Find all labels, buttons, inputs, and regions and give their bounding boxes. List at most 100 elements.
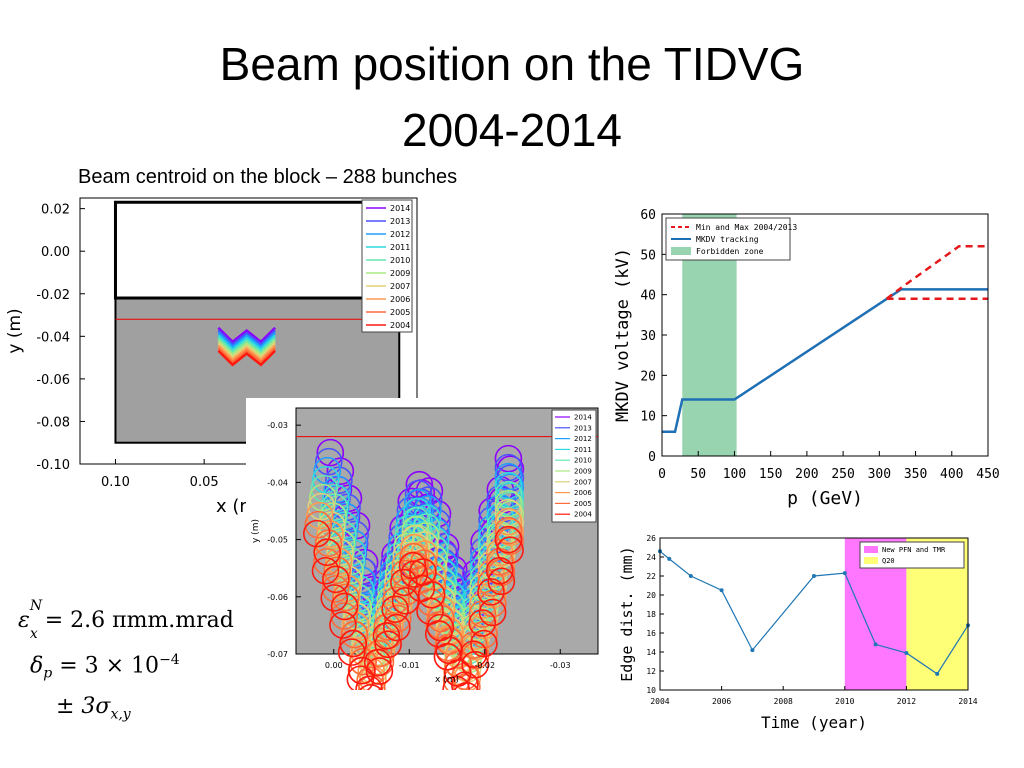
x-tick-label: 250 — [831, 467, 854, 482]
x-tick-label: 2006 — [712, 697, 731, 706]
beam-circle-2004 — [478, 598, 507, 627]
x-tick-label: 2004 — [650, 697, 669, 706]
y-tick-label: -0.02 — [36, 288, 70, 303]
beam-circle-2004 — [346, 665, 375, 690]
beam-circle-2004 — [359, 684, 383, 690]
y-tick-label: 10 — [646, 686, 656, 695]
y-tick-label: -0.03 — [267, 421, 288, 430]
slide-title-line1: Beam position on the TIDVG — [219, 38, 805, 90]
beam-circle-2009 — [319, 502, 347, 530]
beam-circle-2011 — [312, 465, 340, 494]
beam-circle-2006 — [494, 507, 523, 536]
x-tick-label: -0.03 — [550, 661, 571, 670]
legend-swatch — [864, 557, 878, 564]
y-tick-label: 50 — [640, 248, 656, 263]
y-axis-label: y (m) — [251, 519, 261, 543]
legend-label: 2014 — [574, 414, 592, 422]
trace-2009 — [217, 339, 276, 357]
delta-sub: p — [43, 665, 53, 682]
y-tick-label: 60 — [640, 208, 656, 223]
delta-equation: δp = 3 × 10−4 — [30, 652, 180, 682]
trace-2007 — [217, 342, 276, 359]
trace-2005 — [217, 347, 276, 364]
y-tick-label: -0.06 — [36, 373, 70, 388]
emittance-sup: N — [29, 598, 43, 614]
emittance-symbol: ε — [18, 608, 30, 633]
trace-2010 — [217, 337, 276, 354]
legend-label: 2009 — [390, 269, 410, 278]
beam-circle-2013 — [315, 447, 343, 476]
x-axis-label: Time (year) — [761, 713, 867, 732]
beam-circle-2004 — [459, 640, 488, 668]
legend-label: Min and Max 2004/2013 — [696, 223, 797, 232]
y-axis-label: y (m) — [5, 308, 25, 353]
beam-circle-2004 — [470, 629, 498, 658]
beam-circle-2004 — [468, 609, 497, 637]
beam-circle-2005 — [364, 639, 393, 668]
sigma-prefix: ± 3σ — [56, 694, 111, 719]
legend-label: 2006 — [390, 295, 410, 304]
legend-label: Q20 — [882, 557, 895, 565]
x-tick-label: 450 — [976, 467, 999, 482]
beam-circle-2012 — [313, 456, 342, 485]
legend-label: 2005 — [390, 308, 410, 317]
beam-circle-2006 — [306, 501, 334, 530]
slide-title-line2: 2004-2014 — [402, 104, 622, 156]
min-max-dashed-line — [885, 245, 988, 300]
mkdv-tracking-line — [662, 288, 988, 434]
beam-circle-2012 — [323, 475, 352, 503]
y-tick-label: -0.04 — [36, 330, 70, 345]
y-tick-label: 0.02 — [41, 203, 70, 218]
beam-circle-2005 — [323, 556, 352, 585]
beam-circle-2005 — [496, 527, 524, 555]
beam-circle-2010 — [310, 474, 339, 503]
beam-circle-2004 — [348, 656, 376, 685]
beam-circle-2004 — [337, 638, 366, 666]
beam-circle-2005 — [349, 647, 377, 676]
beam-circle-2004 — [417, 580, 446, 609]
beam-circle-2004 — [496, 536, 524, 564]
beam-trails — [303, 438, 525, 690]
beam-circle-2004 — [461, 650, 490, 679]
y-tick-label: 10 — [640, 410, 656, 425]
block-chart: 0.02 0.00 -0.02 -0.04 -0.06 -0.08 -0.10 0.10 0.0… — [5, 197, 418, 517]
legend-label: 2007 — [390, 282, 410, 291]
x-tick-label: 0.05 — [190, 475, 219, 490]
beam-circle-2004 — [390, 568, 418, 597]
legend-label: 2004 — [574, 511, 592, 519]
x-tick-label: 2014 — [958, 697, 977, 706]
legend-swatch — [864, 546, 878, 553]
x-tick-label: 2012 — [897, 697, 916, 706]
y-tick-label: 26 — [646, 534, 656, 543]
sigma-equation: ± 3σx,y — [56, 694, 131, 722]
beam-circle-2004 — [374, 630, 402, 659]
beam-circle-2004 — [453, 682, 480, 690]
beam-circle-2007 — [307, 492, 336, 521]
y-tick-label: -0.10 — [36, 458, 70, 473]
beam-circle-2014 — [326, 457, 355, 485]
y-tick-label: -0.08 — [36, 415, 70, 430]
upper-box — [113, 200, 401, 300]
x-tick-label: 150 — [759, 467, 782, 482]
y-tick-label: 12 — [646, 667, 656, 676]
data-point — [935, 671, 940, 676]
x-tick-label: -0.01 — [399, 661, 420, 670]
y-tick-label: 40 — [640, 289, 656, 304]
mkdv-chart: 0 10 20 30 40 50 60 0 50 100 150 200 250 300 350 400 450… — [613, 208, 1000, 509]
trace-2012 — [217, 332, 276, 349]
beam-circle-2004 — [365, 657, 394, 685]
legend-label: MKDV tracking — [696, 235, 759, 244]
beam-circle-2010 — [320, 493, 349, 521]
legend-label: New PFN and TMR — [882, 546, 946, 554]
beam-circle-2010 — [494, 480, 523, 509]
delta-exponent: −4 — [159, 652, 180, 668]
beam-circle-2004 — [381, 595, 409, 623]
beam-circle-2004 — [311, 556, 340, 585]
beam-circle-2005 — [373, 613, 402, 641]
beam-circle-2013 — [325, 466, 353, 494]
beam-circle-2013 — [494, 453, 523, 482]
data-point — [667, 556, 672, 561]
data-point — [812, 574, 816, 578]
beam-circle-2004 — [313, 538, 341, 566]
y-tick-label: 18 — [646, 610, 656, 619]
